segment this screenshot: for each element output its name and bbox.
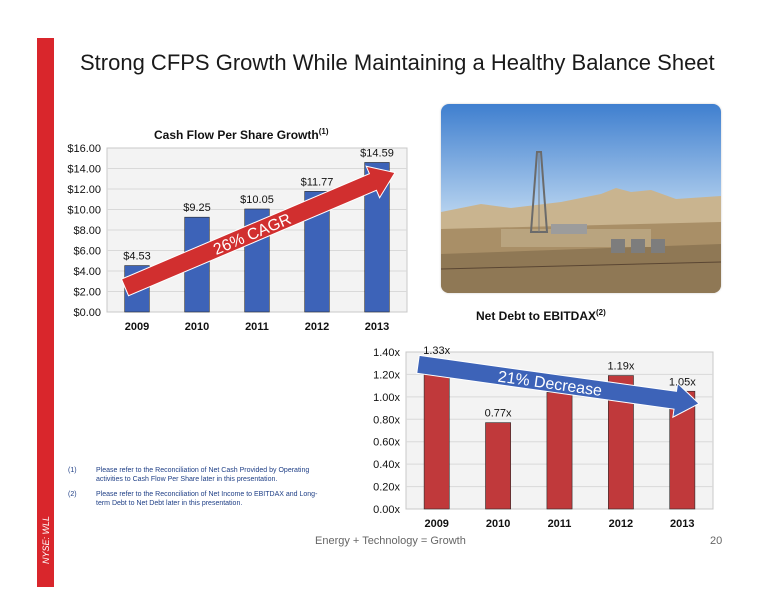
cfps-data-label: $9.25 [183, 202, 211, 214]
cfps-data-label: $11.77 [301, 176, 334, 188]
footnote-text: Please refer to the Reconciliation of Ne… [96, 491, 318, 507]
page-number: 20 [710, 535, 723, 547]
side-bar [37, 38, 54, 587]
cfps-x-tick-label: 2010 [185, 321, 209, 333]
debt-y-tick-label: 0.00x [373, 504, 400, 516]
debt-y-tick-label: 0.60x [373, 437, 400, 449]
footnote-text: Please refer to the Reconciliation of Ne… [96, 467, 310, 483]
drilling-rig-photo [441, 104, 721, 293]
cfps-y-tick-label: $16.00 [67, 143, 101, 155]
cfps-data-label: $14.59 [360, 147, 394, 159]
cfps-trend-arrow-shape [120, 165, 396, 297]
debt-data-label: 0.77x [485, 408, 512, 420]
debt-data-label: 1.05x [669, 376, 696, 388]
footnote: (2) Please refer to the Reconciliation o… [68, 490, 328, 508]
page-title: Strong CFPS Growth While Maintaining a H… [80, 50, 715, 75]
debt-bar [423, 359, 450, 510]
debt-y-tick-label: 1.40x [373, 347, 400, 359]
debt-chart-title-sup: (2) [596, 308, 606, 317]
cfps-y-tick-label: $0.00 [73, 307, 101, 319]
cfps-y-tick-label: $6.00 [73, 246, 101, 258]
cfps-x-tick-label: 2011 [245, 321, 269, 333]
footnote: (1) Please refer to the Reconciliation o… [68, 466, 328, 484]
debt-chart-title-text: Net Debt to EBITDAX [476, 309, 596, 323]
cfps-chart-title-text: Cash Flow Per Share Growth [154, 128, 319, 142]
debt-y-tick-label: 0.40x [373, 459, 400, 471]
debt-data-label: 1.19x [607, 361, 634, 373]
footer-tagline: Energy + Technology = Growth [315, 535, 466, 547]
debt-bar [546, 392, 573, 510]
debt-trend-arrow-shape [416, 354, 700, 419]
cfps-x-tick-label: 2013 [365, 321, 389, 333]
cfps-data-label: $10.05 [240, 194, 274, 206]
debt-y-tick-label: 1.20x [373, 369, 400, 381]
cfps-x-tick-label: 2012 [305, 321, 329, 333]
debt-data-label: 1.33x [423, 345, 450, 357]
debt-bar [485, 422, 511, 510]
debt-chart-title: Net Debt to EBITDAX(2) [476, 308, 606, 323]
cfps-y-tick-label: $10.00 [67, 205, 101, 217]
debt-y-tick-label: 1.00x [373, 392, 400, 404]
debt-y-tick-label: 0.80x [373, 414, 400, 426]
debt-y-tick-label: 0.20x [373, 482, 400, 494]
cfps-x-tick-label: 2009 [125, 321, 149, 333]
cfps-chart-title: Cash Flow Per Share Growth(1) [154, 127, 328, 142]
debt-x-tick-label: 2011 [548, 518, 572, 530]
debt-x-tick-label: 2010 [486, 518, 510, 530]
debt-x-tick-label: 2009 [424, 518, 448, 530]
cfps-data-label: $4.53 [123, 251, 151, 263]
cfps-y-tick-label: $4.00 [73, 266, 101, 278]
cfps-chart-title-sup: (1) [318, 127, 329, 136]
debt-x-tick-label: 2013 [670, 518, 694, 530]
footnotes: (1) Please refer to the Reconciliation o… [68, 466, 328, 514]
cfps-y-tick-label: $2.00 [73, 287, 101, 299]
debt-x-tick-label: 2012 [609, 518, 633, 530]
cfps-y-tick-label: $8.00 [73, 225, 101, 237]
footnote-number: (1) [68, 467, 77, 474]
cfps-y-tick-label: $14.00 [67, 164, 101, 176]
footnote-number: (2) [68, 491, 77, 498]
cfps-y-tick-label: $12.00 [67, 184, 101, 196]
